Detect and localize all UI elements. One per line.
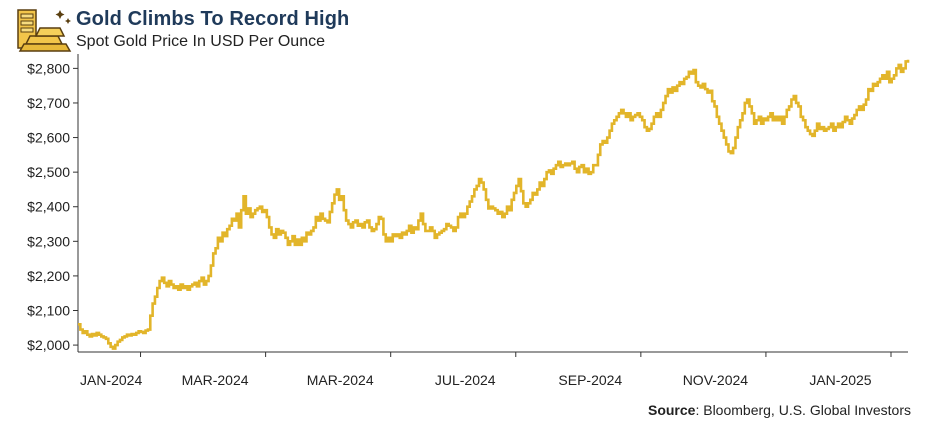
- y-tick-label: $2,700: [27, 95, 70, 111]
- y-tick-label: $2,800: [27, 60, 70, 76]
- y-tick-label: $2,200: [27, 268, 70, 284]
- x-axis-ticks: JAN-2024 MAR-2024 MAR-2024 JUL-2024 SEP-2024…: [80, 352, 892, 388]
- gold-bars-icon: [17, 9, 72, 52]
- source-label: Source: [647, 402, 696, 418]
- chart-subtitle: Spot Gold Price In USD Per Ounce: [76, 33, 325, 50]
- x-tick-label: SEP-2024: [558, 372, 622, 388]
- gold-price-series-line: [78, 59, 910, 350]
- x-tick-label: JAN-2025: [809, 372, 871, 388]
- source-note: Source: Bloomberg, U.S. Global Investors: [648, 402, 911, 418]
- source-text: : Bloomberg, U.S. Global Investors: [695, 402, 911, 418]
- y-tick-label: $2,000: [27, 337, 70, 353]
- chart-title: Gold Climbs To Record High: [76, 8, 350, 30]
- gold-price-line-chart: $2,000 $2,100 $2,200 $2,300 $2,400 $2,500 $2,6…: [27, 54, 910, 388]
- y-axis-ticks: $2,000 $2,100 $2,200 $2,300 $2,400 $2,500 $2,6…: [27, 60, 78, 353]
- y-tick-label: $2,100: [27, 302, 70, 318]
- x-tick-label: NOV-2024: [683, 372, 749, 388]
- x-tick-label: JAN-2024: [80, 372, 142, 388]
- x-tick-label: MAR-2024: [182, 372, 249, 388]
- y-tick-label: $2,600: [27, 130, 70, 146]
- x-tick-label: JUL-2024: [435, 372, 496, 388]
- x-tick-label: MAR-2024: [307, 372, 374, 388]
- y-tick-label: $2,500: [27, 164, 70, 180]
- y-tick-label: $2,400: [27, 199, 70, 215]
- y-tick-label: $2,300: [27, 233, 70, 249]
